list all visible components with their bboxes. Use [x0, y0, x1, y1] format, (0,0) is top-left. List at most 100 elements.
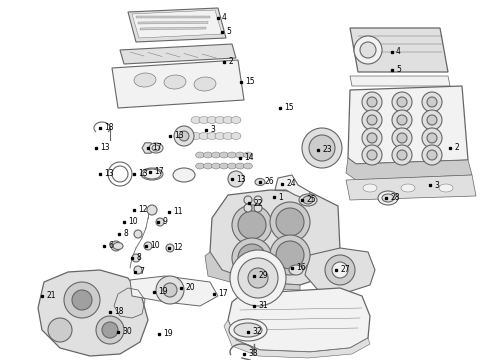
Circle shape [102, 322, 118, 338]
Circle shape [232, 205, 272, 245]
Ellipse shape [231, 132, 241, 139]
Polygon shape [120, 44, 236, 64]
Ellipse shape [236, 163, 245, 169]
Circle shape [270, 202, 310, 242]
Ellipse shape [191, 117, 201, 123]
Ellipse shape [227, 163, 237, 169]
Circle shape [367, 133, 377, 143]
Ellipse shape [203, 163, 213, 169]
Ellipse shape [113, 243, 123, 249]
Circle shape [230, 250, 286, 306]
Text: 17: 17 [218, 289, 228, 298]
Ellipse shape [289, 265, 303, 275]
Polygon shape [348, 86, 468, 164]
Text: 8: 8 [123, 230, 128, 238]
Text: 15: 15 [284, 104, 294, 112]
Circle shape [362, 128, 382, 148]
Text: 25: 25 [306, 195, 316, 204]
Text: 12: 12 [138, 206, 147, 215]
Circle shape [276, 208, 304, 236]
Text: 13: 13 [100, 144, 110, 153]
Circle shape [254, 204, 262, 212]
Text: 4: 4 [222, 13, 227, 22]
Ellipse shape [207, 117, 217, 123]
Text: 19: 19 [163, 329, 172, 338]
Circle shape [392, 145, 412, 165]
Text: 29: 29 [258, 271, 268, 280]
Text: 12: 12 [173, 243, 182, 252]
Circle shape [156, 276, 184, 304]
Ellipse shape [207, 132, 217, 139]
Ellipse shape [212, 152, 220, 158]
Text: 24: 24 [286, 180, 295, 189]
Circle shape [244, 196, 252, 204]
Circle shape [367, 115, 377, 125]
Text: 5: 5 [396, 66, 401, 75]
Text: 20: 20 [185, 284, 195, 292]
Circle shape [362, 110, 382, 130]
Polygon shape [112, 60, 244, 108]
Circle shape [362, 92, 382, 112]
Text: 21: 21 [46, 292, 55, 301]
Polygon shape [210, 190, 340, 285]
Text: 16: 16 [296, 264, 306, 273]
Text: 26: 26 [264, 177, 273, 186]
Text: 18: 18 [114, 307, 123, 316]
Circle shape [166, 244, 174, 252]
Circle shape [48, 318, 72, 342]
Polygon shape [205, 252, 300, 290]
Circle shape [254, 196, 262, 204]
Circle shape [302, 128, 342, 168]
Text: 9: 9 [162, 217, 167, 226]
Circle shape [270, 235, 310, 275]
Circle shape [427, 97, 437, 107]
Circle shape [238, 258, 278, 298]
Text: 15: 15 [245, 77, 255, 86]
Ellipse shape [194, 77, 216, 91]
Polygon shape [350, 76, 450, 86]
Circle shape [228, 171, 244, 187]
Ellipse shape [382, 194, 394, 202]
Text: 17: 17 [152, 144, 162, 153]
Circle shape [362, 145, 382, 165]
Circle shape [422, 145, 442, 165]
Ellipse shape [229, 319, 267, 341]
Polygon shape [142, 143, 154, 153]
Ellipse shape [401, 184, 415, 192]
Circle shape [427, 150, 437, 160]
Ellipse shape [303, 196, 313, 204]
Circle shape [422, 92, 442, 112]
Ellipse shape [215, 132, 225, 139]
Ellipse shape [220, 163, 228, 169]
Ellipse shape [439, 184, 453, 192]
Circle shape [134, 230, 142, 238]
Circle shape [392, 128, 412, 148]
Ellipse shape [236, 152, 245, 158]
Circle shape [174, 126, 194, 146]
Text: 32: 32 [252, 328, 262, 337]
Circle shape [96, 316, 124, 344]
Circle shape [397, 150, 407, 160]
Text: 3: 3 [210, 126, 215, 135]
Text: 11: 11 [173, 207, 182, 216]
Circle shape [244, 204, 252, 212]
Polygon shape [138, 22, 208, 24]
Circle shape [64, 282, 100, 318]
Circle shape [397, 115, 407, 125]
Circle shape [144, 242, 152, 250]
Text: 28: 28 [390, 194, 399, 202]
Circle shape [238, 211, 266, 239]
Ellipse shape [363, 184, 377, 192]
Circle shape [422, 128, 442, 148]
Ellipse shape [199, 117, 209, 123]
Circle shape [367, 150, 377, 160]
Ellipse shape [244, 152, 252, 158]
Polygon shape [305, 248, 375, 292]
Ellipse shape [255, 179, 265, 185]
Circle shape [248, 268, 268, 288]
Text: 22: 22 [253, 198, 263, 207]
Circle shape [427, 133, 437, 143]
Polygon shape [128, 8, 226, 42]
Ellipse shape [164, 75, 186, 89]
Ellipse shape [212, 163, 220, 169]
